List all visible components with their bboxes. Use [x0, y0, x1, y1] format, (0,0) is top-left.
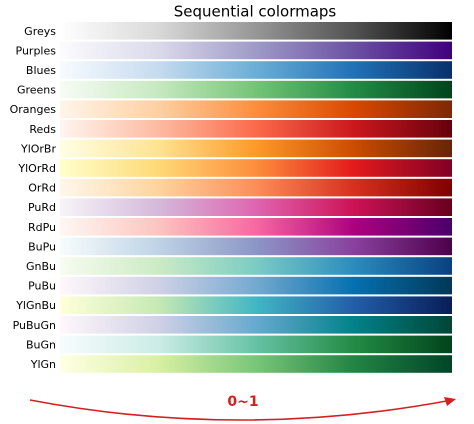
- colormap-label: Reds: [29, 123, 56, 136]
- annotation: 0~1: [227, 394, 258, 410]
- colormap-bar: [60, 257, 452, 275]
- colormap-bar: [60, 22, 452, 40]
- colormap-label: Oranges: [10, 103, 57, 116]
- colormap-label: YlGnBu: [15, 299, 56, 312]
- colormap-bar: [60, 100, 452, 118]
- arrow-head: [444, 397, 456, 406]
- colormap-label: YlOrBr: [20, 142, 57, 155]
- colormap-label: OrRd: [28, 182, 56, 195]
- colormap-bar: [60, 316, 452, 334]
- colormap-label: Greys: [24, 25, 56, 38]
- colormap-label: GnBu: [26, 260, 56, 273]
- chart-title: Sequential colormaps: [174, 3, 337, 21]
- colormap-bar: [60, 218, 452, 236]
- colormap-bar: [60, 41, 452, 60]
- arrow: [29, 399, 453, 421]
- colormap-bar: [60, 80, 452, 99]
- colormap-bar: [60, 120, 452, 138]
- colormap-label: YlGn: [30, 358, 56, 371]
- colormap-label: PuBuGn: [13, 319, 56, 332]
- colormap-bar: [60, 198, 452, 216]
- colormap-bar: [60, 355, 452, 373]
- colormap-bar: [60, 276, 452, 295]
- colormap-label: RdPu: [28, 221, 56, 234]
- colormap-bar: [60, 178, 452, 197]
- colormap-label: BuPu: [28, 240, 56, 253]
- colormap-label: Greens: [17, 84, 56, 97]
- colormap-label: Blues: [26, 64, 56, 77]
- colormap-label: Purples: [16, 44, 57, 57]
- colormap-bar: [60, 61, 452, 79]
- colormap-bar: [60, 296, 452, 314]
- colormap-bar: [60, 237, 452, 256]
- colormap-label: YlOrRd: [17, 162, 56, 175]
- colormap-bar: [60, 159, 452, 177]
- colormap-label: BuGn: [26, 338, 56, 351]
- colormap-label: PuBu: [28, 280, 56, 293]
- colormap-bar: [60, 139, 452, 158]
- colormap-label: PuRd: [28, 201, 56, 214]
- colormap-bar: [60, 335, 452, 354]
